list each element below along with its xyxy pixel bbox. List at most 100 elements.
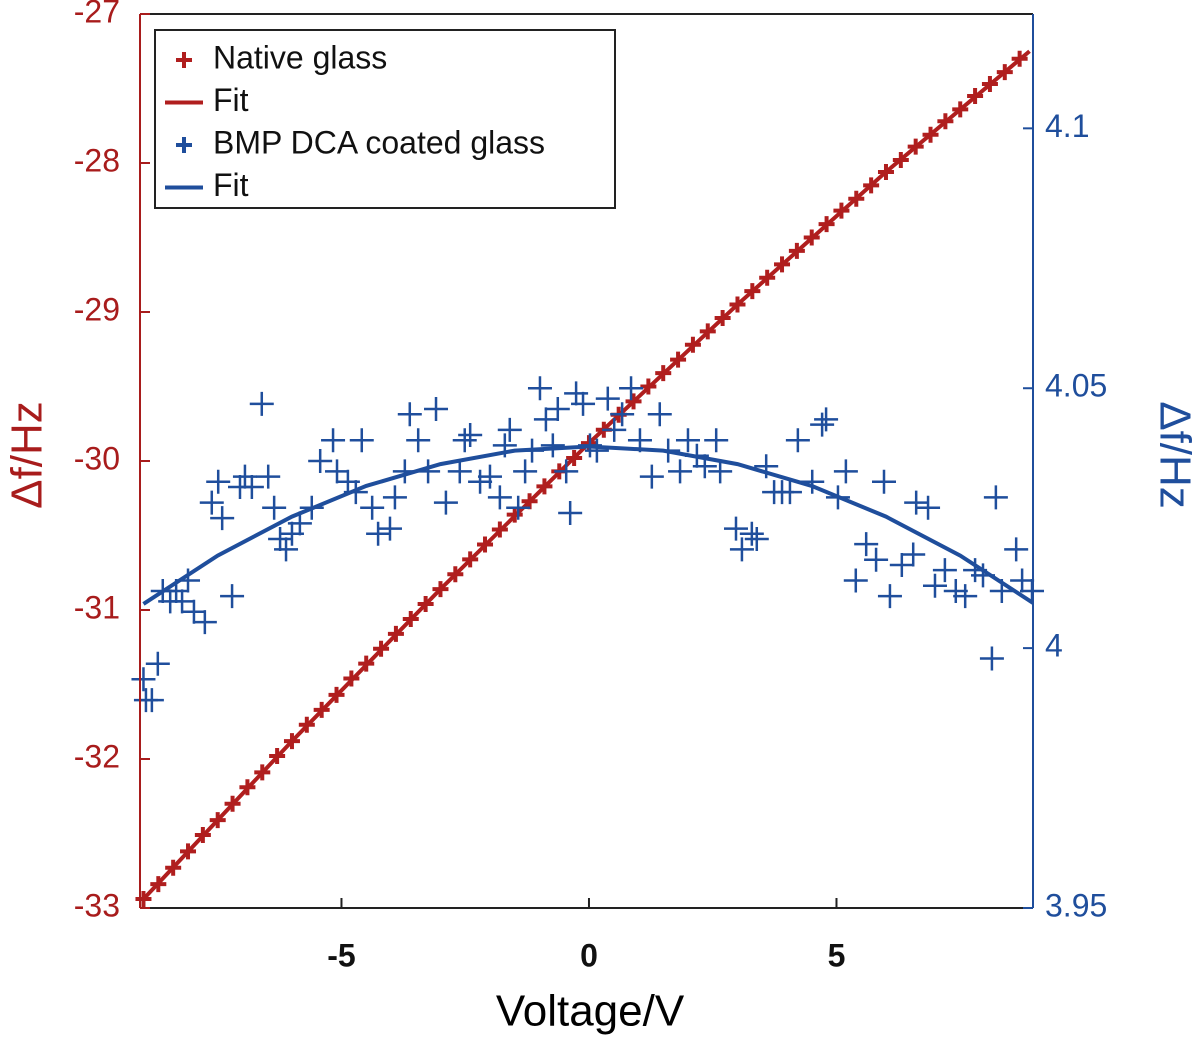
x-tick-label: -5 [327, 937, 355, 973]
data-point [843, 568, 868, 593]
data-point [723, 516, 748, 541]
data-point [558, 500, 583, 525]
data-point [170, 589, 195, 614]
data-point [901, 542, 926, 567]
data-point [533, 407, 558, 432]
data-point [979, 646, 1004, 671]
data-point [647, 402, 672, 427]
y-tick-label: -30 [74, 440, 120, 476]
y2-tick-label: 4.05 [1045, 368, 1107, 404]
data-point [571, 391, 596, 416]
data-point [554, 459, 579, 484]
data-point [584, 438, 609, 463]
y2-tick-label: 4.1 [1045, 108, 1089, 144]
data-point [708, 459, 733, 484]
data-point [199, 490, 224, 515]
data-point [889, 552, 914, 577]
data-point [397, 402, 422, 427]
data-point [325, 459, 350, 484]
data-point [1010, 568, 1035, 593]
data-point [497, 417, 522, 442]
legend-marker [176, 52, 192, 68]
data-point [135, 891, 152, 908]
data-point [877, 584, 902, 609]
data-point [506, 495, 531, 520]
data-point [256, 464, 281, 489]
fit-line [142, 444, 1035, 606]
data-point [262, 495, 287, 520]
y2-tick-label: 4 [1045, 628, 1063, 664]
data-point [785, 428, 810, 453]
data-point [513, 459, 538, 484]
y-axis-label: Δf/Hz [3, 401, 52, 509]
data-point [487, 485, 512, 510]
data-point [932, 558, 957, 583]
data-point [739, 521, 764, 546]
data-point [833, 459, 858, 484]
x-axis-label: Voltage/V [496, 987, 685, 1036]
data-point [458, 423, 483, 448]
plot-area [131, 49, 1045, 908]
data-point [131, 667, 156, 692]
data-point [619, 376, 644, 401]
legend-label: Fit [213, 167, 249, 203]
data-point [922, 573, 947, 598]
data-point [447, 459, 472, 484]
y2-axis-label: Δf/Hz [1150, 401, 1199, 509]
data-point [181, 599, 206, 624]
data-point [639, 464, 664, 489]
data-point [360, 495, 385, 520]
legend: Native glass Fit BMP DCA coated glass Fit [154, 29, 616, 209]
data-point [854, 532, 879, 557]
y-tick-label: -27 [74, 0, 120, 29]
data-point [777, 480, 802, 505]
data-point [321, 428, 346, 453]
data-point [382, 485, 407, 510]
data-point [916, 495, 941, 520]
x-tick-label: 0 [580, 937, 598, 973]
data-point [452, 428, 477, 453]
data-point [220, 584, 245, 609]
y2-tick-label: 3.95 [1045, 887, 1107, 923]
data-point [210, 506, 235, 531]
data-point [668, 459, 693, 484]
x-tick-label: 5 [828, 937, 846, 973]
data-point [249, 391, 274, 416]
data-point [814, 407, 839, 432]
data-point [192, 610, 217, 635]
data-point [704, 428, 729, 453]
y-tick-label: -28 [74, 142, 120, 178]
data-point [595, 386, 620, 411]
legend-box [154, 29, 616, 209]
data-point [904, 490, 929, 515]
legend-label: BMP DCA coated glass [213, 124, 545, 160]
data-point [433, 490, 458, 515]
data-point [377, 516, 402, 541]
data-point [675, 428, 700, 453]
data-point [477, 464, 502, 489]
data-point [1004, 537, 1029, 562]
data-point [366, 521, 391, 546]
data-point [424, 397, 449, 422]
data-point [729, 537, 754, 562]
data-point [406, 428, 431, 453]
data-point [872, 469, 897, 494]
data-point [983, 485, 1008, 510]
y-tick-label: -29 [74, 291, 120, 327]
data-point [864, 547, 889, 572]
y-tick-label: -33 [74, 887, 120, 923]
data-point [274, 537, 299, 562]
data-point [602, 417, 627, 442]
data-point [540, 433, 565, 458]
data-point [349, 428, 374, 453]
y-tick-label: -32 [74, 738, 120, 774]
legend-marker [176, 137, 192, 153]
data-point [545, 397, 570, 422]
data-point [206, 469, 231, 494]
data-point [468, 469, 493, 494]
legend-label: Fit [213, 82, 249, 118]
data-point [268, 526, 293, 551]
data-point [943, 578, 968, 603]
data-point [527, 376, 552, 401]
data-point [239, 474, 264, 499]
